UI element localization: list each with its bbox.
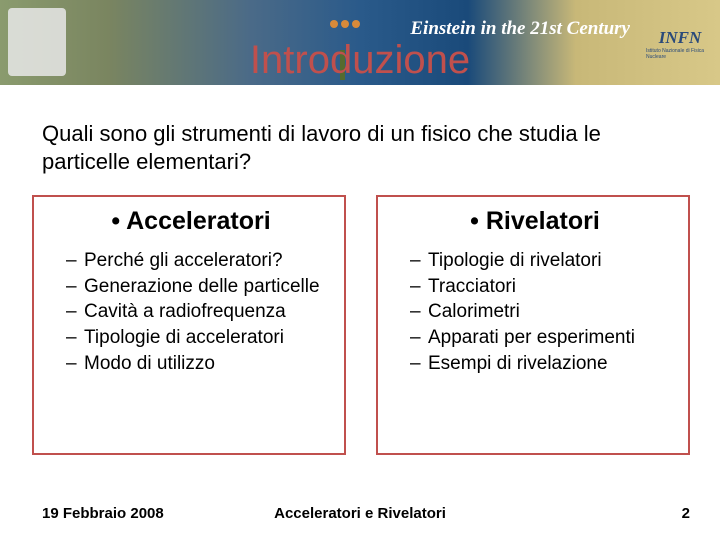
acceleratori-heading: • Acceleratori [54, 207, 328, 236]
footer-date: 19 Febbraio 2008 [42, 505, 164, 522]
infn-subtext: Istituto Nazionale di Fisica Nucleare [646, 48, 714, 60]
rivelatori-box: • Rivelatori Tipologie di rivelatori Tra… [376, 195, 690, 455]
list-item: Modo di utilizzo [70, 351, 328, 377]
list-item: Esempi di rivelazione [414, 351, 672, 377]
list-item: Tipologie di rivelatori [414, 248, 672, 274]
list-item: Apparati per esperimenti [414, 325, 672, 351]
list-item: Generazione delle particelle [70, 274, 328, 300]
uni-logo [8, 8, 66, 76]
list-item: Tracciatori [414, 274, 672, 300]
banner-einstein-text: Einstein in the 21st Century [410, 18, 630, 40]
list-item: Cavità a radiofrequenza [70, 299, 328, 325]
footer: 19 Febbraio 2008 Acceleratori e Rivelato… [0, 505, 720, 522]
list-item: Calorimetri [414, 299, 672, 325]
footer-page-number: 2 [682, 505, 690, 522]
infn-text: INFN [659, 28, 702, 48]
rivelatori-heading: • Rivelatori [398, 207, 672, 236]
decorative-dots [330, 20, 360, 28]
content-boxes: • Acceleratori Perché gli acceleratori? … [32, 195, 690, 455]
infn-logo: INFN Istituto Nazionale di Fisica Nuclea… [646, 20, 714, 68]
list-item: Tipologie di acceleratori [70, 325, 328, 351]
acceleratori-box: • Acceleratori Perché gli acceleratori? … [32, 195, 346, 455]
list-item: Perché gli acceleratori? [70, 248, 328, 274]
rivelatori-list: Tipologie di rivelatori Tracciatori Calo… [398, 248, 672, 376]
slide-title: Introduzione [250, 38, 470, 83]
acceleratori-list: Perché gli acceleratori? Generazione del… [54, 248, 328, 376]
question-text: Quali sono gli strumenti di lavoro di un… [42, 120, 682, 175]
